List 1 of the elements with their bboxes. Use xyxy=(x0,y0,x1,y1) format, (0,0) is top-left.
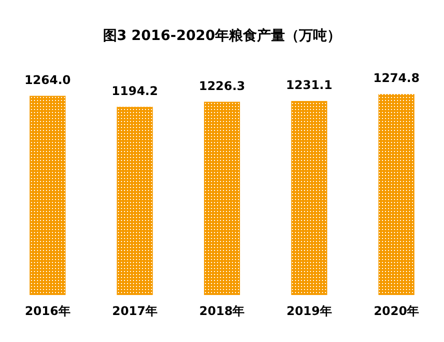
title: 图3 2016-2020年粮食产量（万吨） xyxy=(102,28,342,44)
